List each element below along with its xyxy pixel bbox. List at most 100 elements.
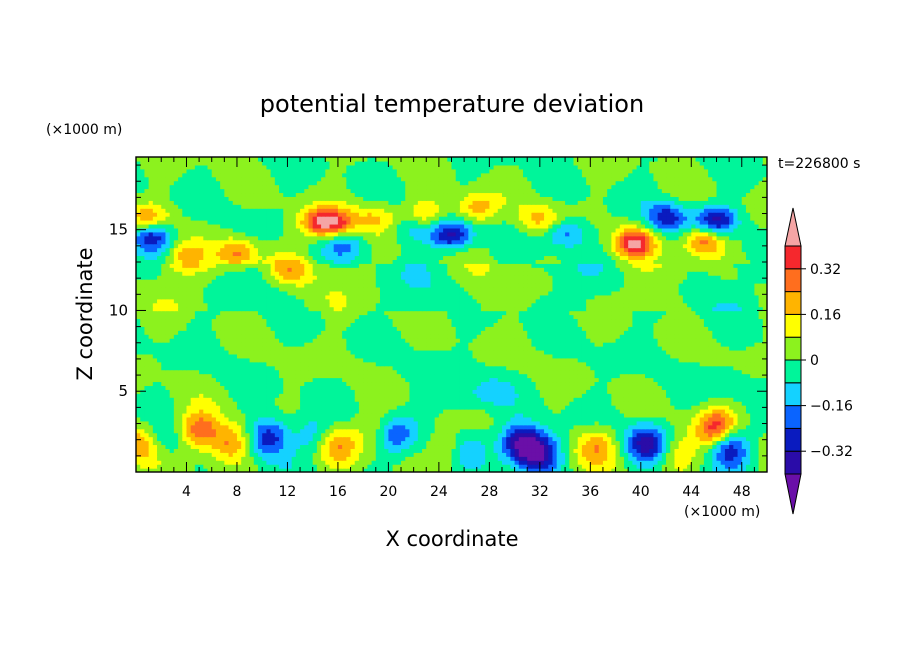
contour-cell	[590, 448, 596, 453]
contour-cell	[316, 428, 322, 434]
contour-cell	[455, 389, 461, 394]
contour-cell	[274, 424, 280, 430]
contour-cell	[518, 357, 524, 363]
contour-cell	[300, 464, 305, 469]
contour-cell	[670, 365, 676, 371]
contour-cell	[531, 401, 537, 406]
contour-cell	[283, 444, 289, 449]
contour-cell	[539, 401, 545, 406]
contour-cell	[253, 361, 259, 367]
contour-cell	[224, 444, 230, 449]
contour-cell	[228, 405, 234, 410]
contour-cell	[560, 405, 566, 410]
contour-cell	[455, 401, 461, 406]
contour-cell	[262, 385, 268, 390]
contour-cell	[645, 342, 650, 347]
contour-cell	[346, 464, 352, 469]
contour-cell	[295, 452, 301, 457]
contour-cell	[506, 397, 511, 402]
contour-cell	[325, 409, 331, 414]
contour-cell	[750, 342, 755, 347]
contour-cell	[199, 342, 204, 347]
contour-cell	[590, 409, 596, 414]
contour-cell	[144, 397, 150, 402]
contour-cell	[144, 373, 150, 379]
contour-cell	[468, 456, 474, 461]
contour-cell	[228, 361, 234, 367]
contour-cell	[152, 428, 158, 434]
contour-cell	[274, 377, 280, 383]
contour-cell	[497, 361, 503, 367]
contour-cell	[152, 420, 158, 426]
contour-cell	[295, 416, 301, 422]
contour-cell	[165, 393, 171, 398]
contour-cell	[476, 444, 482, 449]
contour-cell	[754, 381, 760, 386]
contour-cell	[329, 346, 335, 351]
contour-cell	[346, 377, 352, 383]
contour-cell	[573, 428, 579, 434]
contour-cell	[257, 420, 263, 426]
contour-cell	[451, 428, 457, 434]
contour-cell	[308, 369, 314, 375]
contour-cell	[514, 385, 520, 390]
contour-cell	[371, 365, 377, 371]
contour-cell	[312, 389, 318, 394]
contour-cell	[392, 385, 398, 390]
contour-cell	[682, 405, 688, 410]
contour-cell	[699, 444, 705, 449]
contour-cell	[409, 420, 415, 426]
contour-cell	[695, 424, 701, 430]
contour-cell	[577, 448, 583, 453]
contour-cell	[602, 452, 608, 457]
contour-cell	[321, 420, 326, 426]
contour-cell	[745, 393, 751, 398]
contour-cell	[194, 373, 200, 379]
contour-cell	[384, 432, 389, 438]
contour-cell	[476, 385, 482, 390]
contour-cell	[682, 460, 688, 465]
contour-cell	[720, 409, 726, 414]
contour-cell	[632, 432, 638, 438]
contour-cell	[581, 365, 587, 371]
contour-cell	[388, 452, 394, 457]
contour-cell	[337, 464, 343, 469]
contour-cell	[161, 381, 167, 386]
contour-cell	[178, 412, 183, 418]
contour-cell	[716, 409, 722, 414]
contour-cell	[527, 342, 533, 347]
contour-cell	[607, 460, 612, 465]
contour-cell	[535, 464, 541, 469]
contour-cell	[363, 389, 368, 394]
contour-cell	[304, 393, 310, 398]
contour-cell	[590, 377, 596, 383]
contour-cell	[409, 349, 415, 355]
contour-cell	[687, 456, 692, 461]
contour-cell	[392, 353, 398, 359]
contour-cell	[249, 424, 255, 430]
contour-cell	[493, 377, 499, 383]
contour-cell	[712, 349, 718, 355]
contour-cell	[670, 369, 676, 375]
contour-cell	[586, 444, 591, 449]
contour-cell	[295, 377, 301, 383]
contour-cell	[523, 464, 528, 469]
contour-cell	[497, 349, 503, 355]
contour-cell	[329, 342, 335, 347]
contour-cell	[245, 401, 251, 406]
contour-cell	[245, 412, 251, 418]
contour-cell	[333, 420, 339, 426]
contour-cell	[695, 369, 701, 375]
contour-cell	[308, 468, 314, 472]
contour-cell	[455, 381, 461, 386]
contour-cell	[388, 381, 394, 386]
contour-cell	[510, 412, 516, 418]
contour-cell	[695, 468, 701, 472]
contour-cell	[750, 436, 755, 442]
contour-cell	[708, 342, 713, 347]
contour-cell	[215, 452, 221, 457]
contour-cell	[266, 365, 272, 371]
contour-cell	[451, 460, 457, 465]
contour-cell	[548, 424, 554, 430]
contour-cell	[350, 385, 356, 390]
